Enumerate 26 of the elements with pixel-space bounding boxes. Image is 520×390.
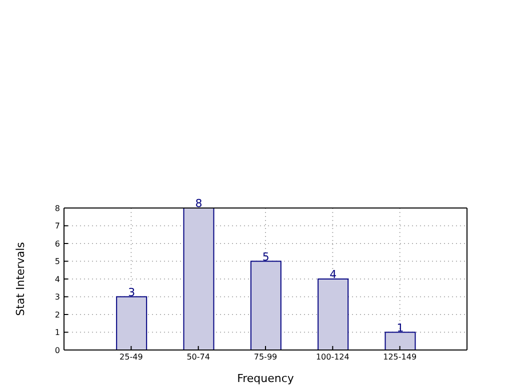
y-tick-label: 8 <box>54 204 60 213</box>
bar <box>116 296 148 350</box>
x-tick-label: 50-74 <box>186 352 210 362</box>
x-tick-label: 125-149 <box>383 352 417 362</box>
bar <box>384 332 416 350</box>
y-tick-label: 7 <box>54 222 60 231</box>
x-axis-title: Frequency <box>237 372 294 385</box>
y-tick-label: 3 <box>54 292 60 302</box>
x-tick-label: 25-49 <box>120 352 143 362</box>
y-tick-label: 4 <box>54 274 60 284</box>
data-label: 1 <box>396 321 404 334</box>
y-axis-title: Stat Intervals <box>14 242 27 316</box>
bar <box>250 260 282 350</box>
bar <box>318 278 349 350</box>
data-label: 5 <box>262 250 270 264</box>
y-tick-label: 1 <box>54 328 60 338</box>
x-tick-label: 75-99 <box>254 352 278 362</box>
data-label: 3 <box>128 286 136 299</box>
y-tick-label: 5 <box>54 257 60 266</box>
x-tick-label: 100-124 <box>316 352 350 362</box>
data-label: 4 <box>330 268 337 281</box>
y-tick-label: 0 <box>54 346 60 355</box>
data-label: 8 <box>195 197 202 210</box>
y-tick-label: 6 <box>54 239 60 248</box>
bar <box>183 208 214 350</box>
y-tick-label: 2 <box>54 310 60 320</box>
